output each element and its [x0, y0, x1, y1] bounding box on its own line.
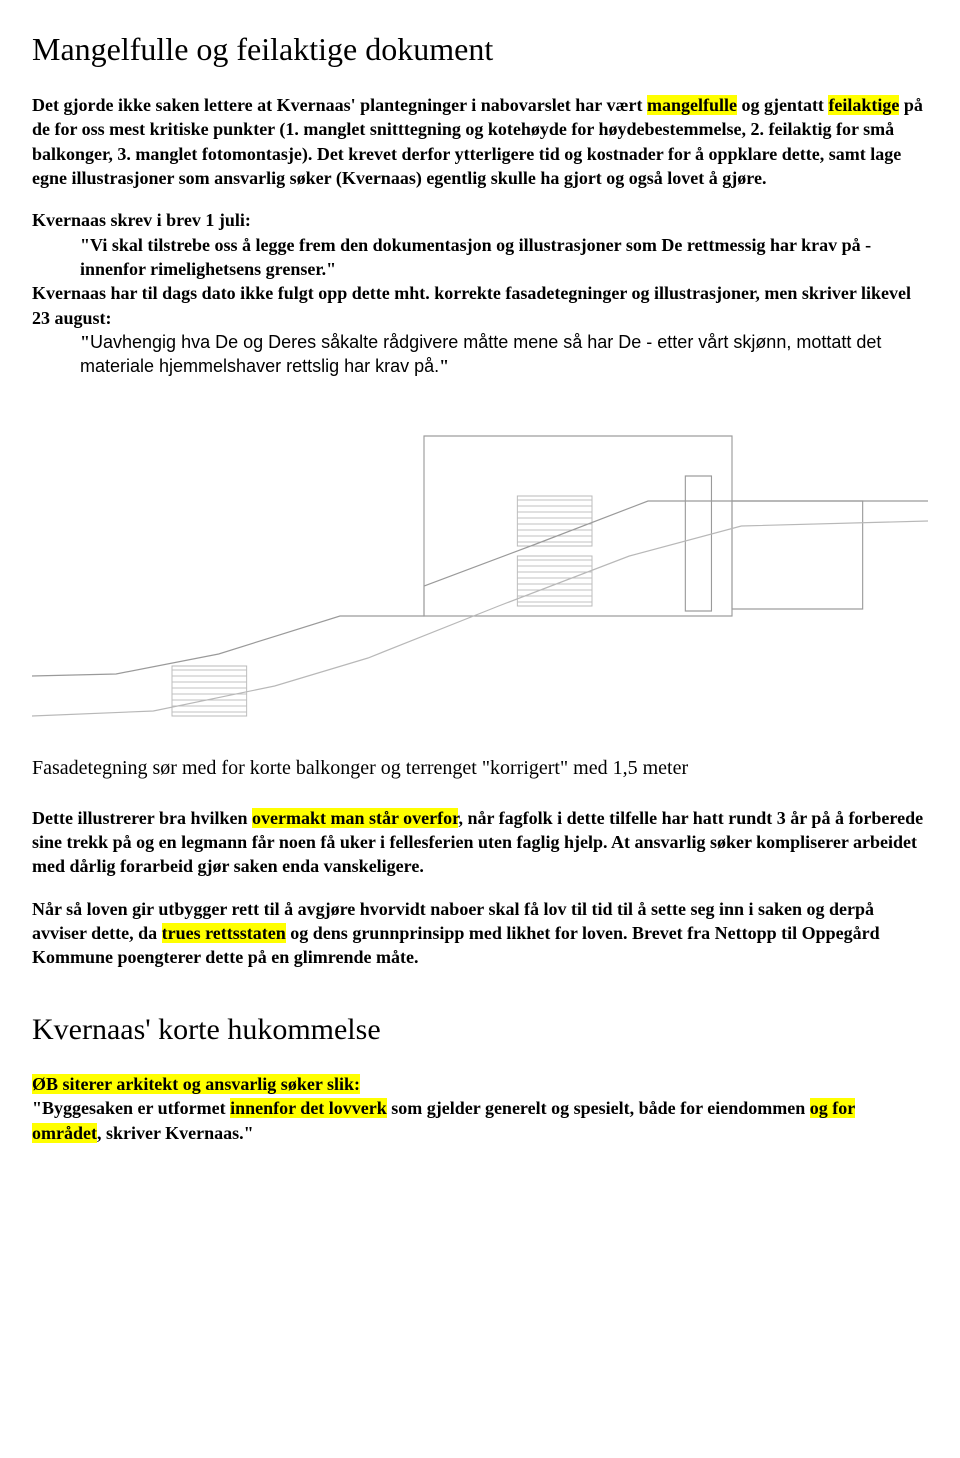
- paragraph-5: ØB siterer arkitekt og ansvarlig søker s…: [32, 1072, 928, 1145]
- paragraph-2-intro: Kvernaas skrev i brev 1 juli:: [32, 208, 928, 232]
- p5-hl-lovverk: innenfor det lovverk: [230, 1098, 387, 1118]
- p3-pre: Dette illustrerer bra hvilken: [32, 808, 252, 828]
- facade-diagram: [32, 406, 928, 736]
- p5-hl-siterer: ØB siterer arkitekt og ansvarlig søker s…: [32, 1074, 360, 1094]
- heading-2: Kvernaas' korte hukommelse: [32, 1010, 928, 1051]
- p5-q-pre: "Byggesaken er utformet: [32, 1098, 230, 1118]
- p5-q-mid: som gjelder generelt og spesielt, både f…: [387, 1098, 810, 1118]
- diagram-caption: Fasadetegning sør med for korte balkonge…: [32, 755, 928, 782]
- paragraph-4: Når så loven gir utbygger rett til å avg…: [32, 897, 928, 970]
- p2-q2-body: Uavhengig hva De og Deres såkalte rådgiv…: [80, 332, 881, 376]
- p3-hl-overmakt: overmakt man står overfor: [252, 808, 458, 828]
- paragraph-2-quote2: "Uavhengig hva De og Deres såkalte rådgi…: [80, 330, 928, 379]
- p1-pre: Det gjorde ikke saken lettere at Kvernaa…: [32, 95, 647, 115]
- p1-hl-mangelfulle: mangelfulle: [647, 95, 737, 115]
- p1-mid1: og gjentatt: [737, 95, 828, 115]
- p5-q-post: , skriver Kvernaas.": [97, 1123, 254, 1143]
- p1-hl-feilaktige: feilaktige: [828, 95, 899, 115]
- paragraph-1: Det gjorde ikke saken lettere at Kvernaa…: [32, 93, 928, 190]
- paragraph-2-mid: Kvernaas har til dags dato ikke fulgt op…: [32, 281, 928, 330]
- heading-1: Mangelfulle og feilaktige dokument: [32, 28, 928, 71]
- p2-q2-open: ": [80, 332, 90, 352]
- p2-q2-close: ": [439, 356, 449, 376]
- paragraph-2-quote1: "Vi skal tilstrebe oss å legge frem den …: [80, 233, 928, 282]
- paragraph-3: Dette illustrerer bra hvilken overmakt m…: [32, 806, 928, 879]
- p4-hl-trues: trues rettsstaten: [162, 923, 286, 943]
